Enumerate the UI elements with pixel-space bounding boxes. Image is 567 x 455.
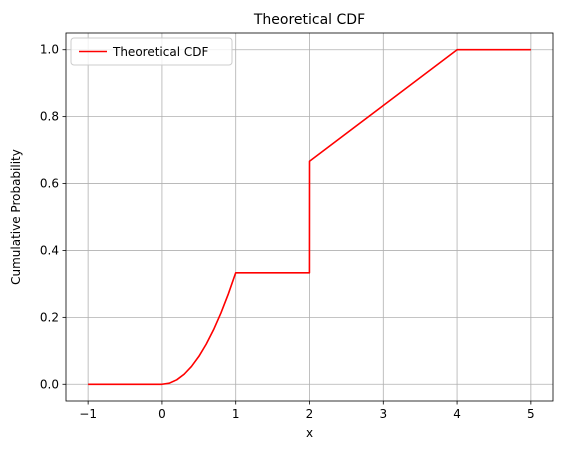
x-tick-label: 3: [379, 407, 387, 421]
y-tick-label: 0.0: [40, 377, 59, 391]
y-tick-label: 0.6: [40, 177, 59, 191]
x-tick-label: 1: [232, 407, 240, 421]
x-tick-label: 5: [527, 407, 535, 421]
legend: Theoretical CDF: [71, 38, 232, 65]
x-axis-label: x: [306, 426, 313, 440]
x-tick-label: 2: [306, 407, 314, 421]
x-tick-label: −1: [79, 407, 97, 421]
y-tick-label: 1.0: [40, 43, 59, 57]
x-tick-label: 4: [453, 407, 461, 421]
x-tick-label: 0: [158, 407, 166, 421]
y-tick-label: 0.2: [40, 310, 59, 324]
chart-title: Theoretical CDF: [253, 12, 365, 28]
legend-label-theoretical-cdf: Theoretical CDF: [112, 45, 208, 59]
y-axis-label: Cumulative Probability: [9, 149, 23, 285]
y-tick-label: 0.4: [40, 243, 59, 257]
y-tick-label: 0.8: [40, 110, 59, 124]
